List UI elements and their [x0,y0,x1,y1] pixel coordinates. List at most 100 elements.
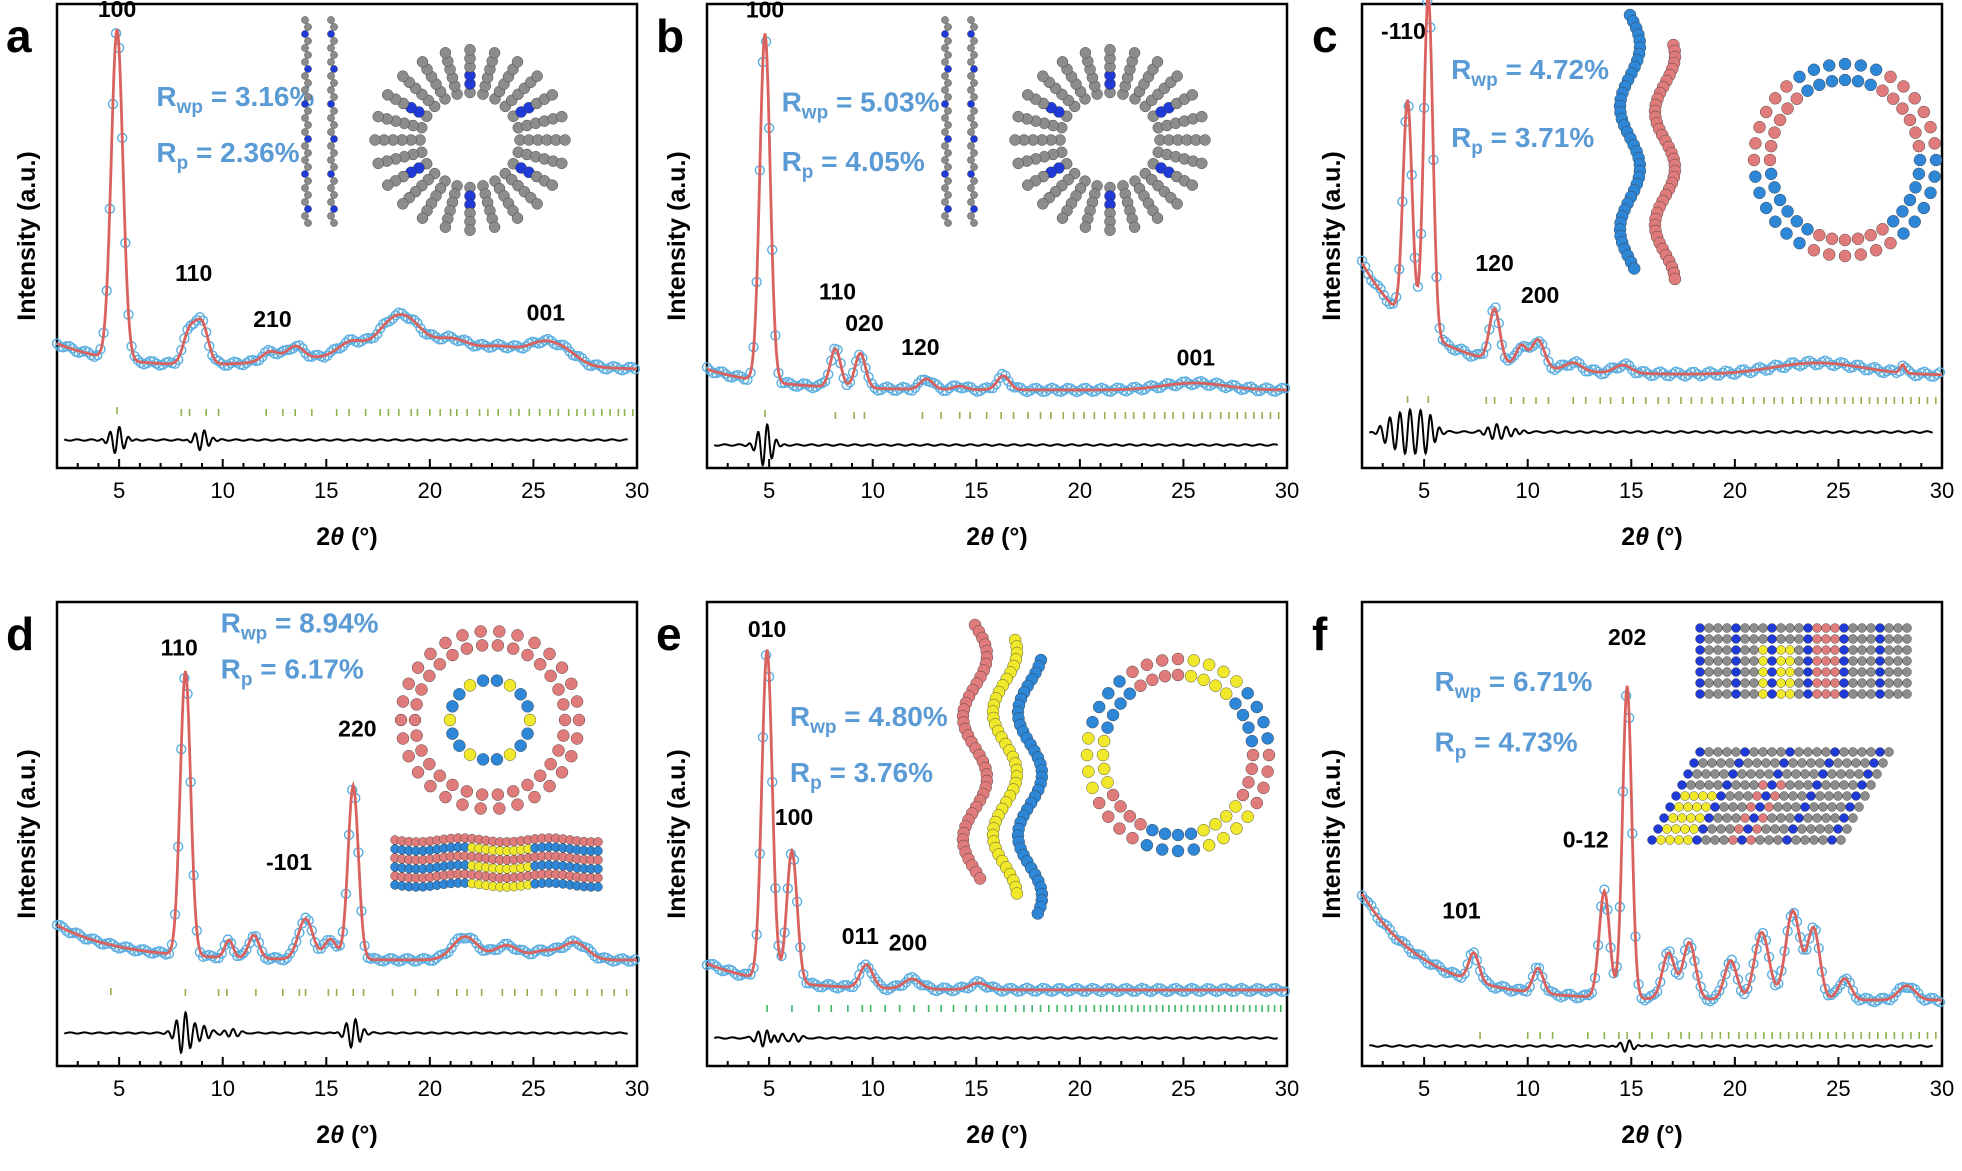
atom [1082,732,1095,745]
atom [970,51,978,59]
atom [1794,656,1804,666]
observed-point [54,919,66,931]
observed-point [409,314,420,326]
observed-point [1028,986,1039,997]
atom [1695,780,1705,790]
panel-letter: f [1312,608,1328,660]
atom [944,205,952,213]
atom [1869,244,1883,257]
atom [1806,824,1816,834]
atom [1716,791,1726,801]
atom [521,700,534,713]
atom [1821,667,1831,677]
atom [1897,80,1910,93]
atom [1236,788,1250,802]
atom [514,688,527,701]
atom [1101,776,1114,789]
atom [1758,678,1768,688]
atom [1680,824,1690,834]
atom [970,37,978,45]
peak-label: 110 [819,279,856,305]
atom [1674,802,1684,812]
atom [1800,802,1810,812]
atom [1229,800,1242,813]
atom [1767,813,1777,823]
atom [1740,634,1750,644]
atom [1776,645,1786,655]
x-tick-label: 20 [418,1076,442,1101]
peak-label: 011 [842,923,879,949]
atom [1815,824,1825,834]
atom [941,128,949,136]
atom [1896,102,1909,115]
peak-label: 0-12 [1563,826,1609,852]
atom [1833,791,1843,801]
atom [1803,813,1813,823]
atom [1902,634,1912,644]
peak-label: 220 [338,716,376,742]
atom [1824,791,1834,801]
atom [555,766,569,779]
atom [1171,198,1183,210]
atom [1869,758,1879,768]
atom [1704,678,1714,688]
atom [1749,813,1759,823]
x-tick-label: 5 [113,1076,125,1101]
x-tick-label: 5 [763,1076,775,1101]
atom [1857,645,1867,655]
atom [1731,634,1741,644]
atom [1908,92,1921,105]
peak-label: 120 [1475,250,1513,276]
observed-point [1481,975,1492,986]
observed-point [396,308,408,319]
atom [528,636,541,650]
atom [1749,170,1762,183]
atom [439,636,452,650]
observed-point [626,361,638,373]
atom [967,114,975,122]
atom [446,727,459,740]
atom [1790,92,1803,105]
observed-point [1102,386,1114,397]
atom [301,198,309,206]
atom [1022,179,1034,191]
x-tick-label: 20 [418,478,442,503]
atom [327,212,335,220]
atom [1884,667,1894,677]
atom [1776,623,1786,633]
atom [1734,791,1744,801]
x-tick-label: 30 [625,1076,649,1101]
atom [304,79,312,87]
atom [1812,667,1822,677]
atom [1866,747,1876,757]
atom [1909,181,1922,194]
atom [446,648,459,662]
atom [1086,781,1099,795]
atom [1773,802,1783,812]
atom [558,713,572,727]
atom [301,16,309,24]
atom [304,23,312,31]
atom [1803,689,1813,699]
atom [1209,818,1222,831]
atom [1012,157,1024,170]
atom [1250,796,1264,810]
atom [1734,758,1744,768]
observed-point [937,982,949,993]
atom [1689,758,1699,768]
rp-label: Rp = 2.36% [156,137,299,174]
atom [1812,689,1822,699]
observed-point [1037,386,1048,397]
atom [1199,134,1211,146]
atom [970,121,978,129]
atom [327,198,335,206]
atom [382,89,394,101]
atom [1779,791,1789,801]
y-axis-label: Intensity (a.u.) [663,749,691,918]
atom [1813,78,1826,92]
atom [1838,73,1852,87]
atom [1749,623,1759,633]
atom [410,698,423,711]
atom [433,658,447,671]
observed-point [555,339,566,351]
